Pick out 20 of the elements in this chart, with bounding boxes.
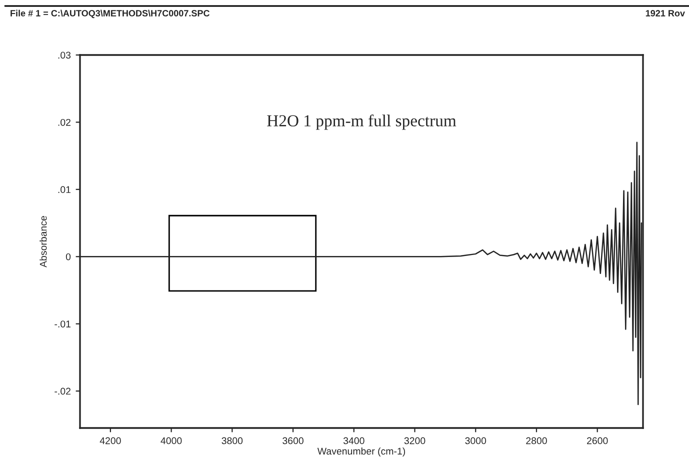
y-tick-label: .02 — [58, 118, 70, 126]
text: File # 1 = C:\AUTOQ3\METHODS\H7C0007.SPC — [10, 10, 210, 18]
x-tick-label: 4000 — [160, 437, 182, 444]
text: H2O 1 ppm-m full spectrum — [267, 114, 456, 130]
x-tick-label: 3400 — [343, 437, 364, 444]
text: 1921 Rov — [646, 10, 685, 16]
y-tick-label: .01 — [58, 186, 70, 194]
x-tick-label: 3200 — [404, 437, 426, 444]
y-tick-label: -.02 — [54, 388, 70, 395]
y-axis-title: Absorbance — [40, 216, 47, 268]
x-axis-title: Wavenumber (cm-1) — [317, 447, 406, 457]
y-tick-label: -.01 — [54, 320, 70, 328]
x-tick-label: 3600 — [282, 437, 304, 444]
x-tick-label: 2600 — [587, 437, 608, 444]
x-tick-label: 3800 — [222, 437, 243, 444]
y-tick-label: .03 — [58, 52, 71, 59]
x-tick-label: 2800 — [526, 437, 547, 444]
y-tick-label: 0 — [66, 253, 71, 260]
x-tick-label: 4200 — [100, 437, 121, 444]
x-tick-label: 3000 — [465, 437, 486, 444]
